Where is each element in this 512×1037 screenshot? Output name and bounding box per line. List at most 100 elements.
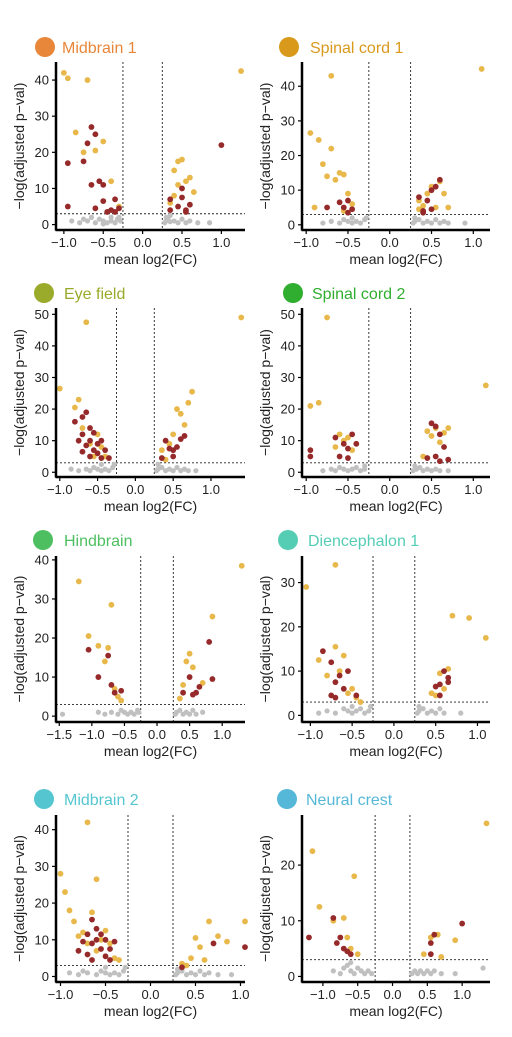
data-point <box>64 75 71 82</box>
data-point <box>427 951 434 958</box>
data-point <box>206 639 213 645</box>
y-tick-label: 30 <box>35 109 49 124</box>
data-point <box>106 455 112 461</box>
data-point <box>197 968 203 974</box>
data-point <box>111 461 117 467</box>
data-point <box>183 972 190 978</box>
data-point <box>353 708 359 714</box>
data-point <box>357 468 364 474</box>
data-point <box>349 201 356 207</box>
data-point <box>416 217 422 223</box>
data-point <box>324 314 330 321</box>
data-point <box>104 220 110 226</box>
data-point <box>319 648 326 655</box>
y-tick-label: 40 <box>281 338 295 353</box>
data-point <box>185 468 191 474</box>
data-point <box>93 876 100 883</box>
data-point <box>367 703 374 710</box>
data-point <box>171 218 177 224</box>
data-point <box>420 706 426 712</box>
data-point <box>108 218 114 224</box>
cluster-color-dot <box>277 789 297 809</box>
y-tick-label: 40 <box>281 79 295 94</box>
data-point <box>179 964 185 971</box>
data-point <box>337 464 343 471</box>
y-tick-label: 40 <box>35 338 49 353</box>
data-point <box>192 935 199 941</box>
data-point <box>420 220 426 226</box>
data-point <box>92 220 98 226</box>
data-point <box>108 214 114 220</box>
data-point <box>242 918 248 925</box>
volcano-panel: Eye field −1.0 −0.5 0.0 0.5 1.0 0 10 20 30 40 50 mea… <box>11 283 245 514</box>
data-point <box>136 709 142 715</box>
data-point <box>341 965 347 971</box>
data-point <box>176 695 183 702</box>
data-point <box>366 708 372 714</box>
data-point <box>122 964 128 970</box>
data-point <box>186 650 193 657</box>
data-point <box>436 681 443 688</box>
data-point <box>72 404 78 411</box>
data-point <box>162 437 169 444</box>
data-point <box>420 208 427 214</box>
data-point <box>100 221 106 227</box>
panel-title: Midbrain 2 <box>64 792 139 809</box>
y-axis-title: −log(adjusted p−val) <box>257 329 273 456</box>
volcano-panel: Midbrain 1 −1.0 −0.5 0.0 0.5 1.0 0 10 20 30 40 mean… <box>11 37 245 267</box>
data-point <box>332 176 339 183</box>
data-point <box>93 925 100 932</box>
data-point <box>107 946 113 952</box>
data-point <box>79 425 86 431</box>
data-point <box>432 423 439 430</box>
data-point <box>438 954 445 960</box>
data-point <box>94 450 101 457</box>
data-point <box>84 951 91 958</box>
data-point <box>104 209 111 215</box>
data-point <box>345 668 351 674</box>
data-point <box>90 429 97 436</box>
data-point <box>71 918 77 925</box>
data-point <box>445 679 452 686</box>
data-point <box>353 218 359 224</box>
data-point <box>416 703 422 710</box>
data-point <box>431 968 437 974</box>
data-point <box>96 216 102 222</box>
x-tick-label: −1.0 <box>293 482 319 497</box>
data-point <box>445 468 451 474</box>
data-point <box>80 968 86 974</box>
data-point <box>349 466 355 472</box>
y-tick-label: 10 <box>281 433 295 448</box>
data-point <box>100 138 107 145</box>
data-point <box>340 685 347 692</box>
data-point <box>424 428 431 435</box>
data-point <box>242 944 248 951</box>
data-point <box>345 434 351 441</box>
data-point <box>115 711 121 717</box>
data-point <box>105 644 112 651</box>
data-point <box>186 174 193 181</box>
data-point <box>201 972 208 978</box>
data-point <box>441 190 447 197</box>
data-point <box>341 217 347 223</box>
data-point <box>187 218 193 224</box>
cluster-color-dot <box>35 37 55 57</box>
data-point <box>210 940 217 947</box>
data-point <box>62 889 68 895</box>
data-point <box>84 819 91 826</box>
data-point <box>354 951 361 958</box>
data-point <box>98 946 104 952</box>
data-point <box>118 697 125 704</box>
y-tick-label: 50 <box>281 307 295 322</box>
data-point <box>206 970 212 976</box>
data-point <box>328 466 334 472</box>
data-point <box>345 455 351 461</box>
cluster-color-dot <box>34 789 54 809</box>
data-point <box>363 215 369 221</box>
data-point <box>417 968 423 974</box>
x-tick-label: 1.0 <box>212 235 230 250</box>
data-point <box>433 466 439 472</box>
data-point <box>421 971 427 977</box>
data-point <box>206 918 212 925</box>
data-point <box>175 181 181 188</box>
